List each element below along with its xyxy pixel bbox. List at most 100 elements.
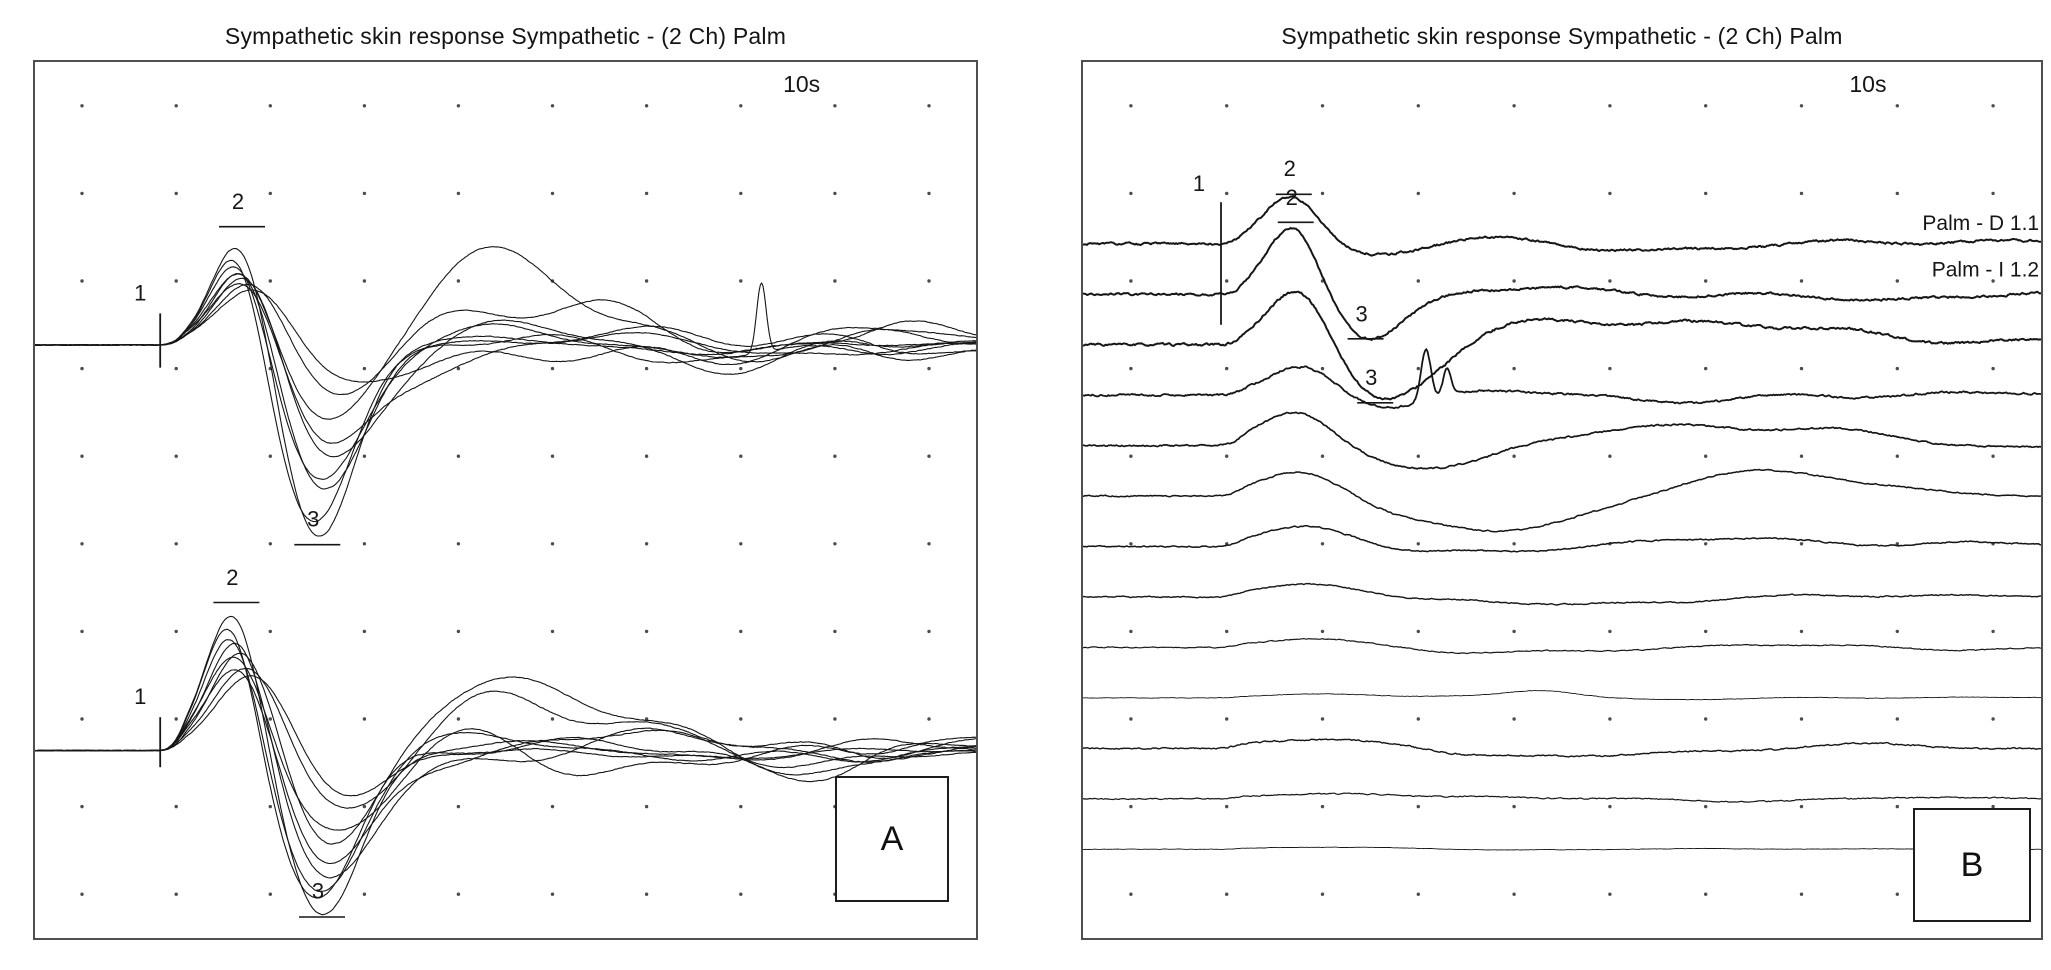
grid-dot [362,279,367,283]
grid-dot [1320,104,1325,108]
grid-dot [1416,892,1420,896]
grid-dot [268,279,272,283]
panel-a-letter: A [880,819,904,858]
ssr-trace [35,289,976,383]
grid-dot [1416,542,1420,546]
grid-dot [927,454,931,458]
grid-dot [1895,629,1899,634]
grid-dot [1129,191,1133,196]
grid-dot [1129,804,1133,809]
grid-dot [1320,717,1325,721]
grid-dot [80,804,84,809]
grid-dot [80,191,84,196]
grid-dot [1225,279,1229,283]
grid-dot [1608,366,1612,371]
grid-dot [268,892,272,896]
ssr-trace [35,669,976,865]
grid-dot [927,279,931,283]
grid-dot [1895,804,1899,809]
grid-dot [1991,104,1995,108]
ssr-trace [35,283,976,444]
grid-dot [80,542,84,546]
grid-dot [1799,104,1804,108]
grid-dot [456,892,461,896]
panel-a-svg: 1 2 3 1 2 3 10s [35,71,976,918]
grid-dot [1225,104,1229,108]
grid-dot [739,892,743,896]
grid-dot [174,104,178,108]
grid-dot [1608,629,1612,634]
grid-dot [644,279,649,283]
grid-dot [1416,454,1420,458]
grid-dot [456,542,461,546]
grid-dot [362,717,367,721]
ssr-trace [35,247,976,537]
grid-dot [550,542,555,546]
grid-dot [833,104,837,108]
grid-dot [550,717,555,721]
grid-dot [644,104,649,108]
grid-dot [1416,366,1420,371]
grid-dot [362,629,367,634]
grid-dot [550,104,555,108]
ssr-trace [35,246,976,420]
grid-dot [1608,191,1612,196]
ssr-trace [1083,638,2041,655]
grid-dot [1704,454,1708,458]
grid-dot [174,454,178,458]
panel-a-letter-box: A [835,776,949,902]
panel-b-letter-box: B [1913,808,2031,922]
ssr-trace [1083,792,2041,803]
figure-panel-b: Sympathetic skin response Sympathetic - … [1081,12,2043,940]
grid-dot [644,454,649,458]
latency-marker-label: 2 [1286,185,1298,210]
grid-dot [739,542,743,546]
grid-dot [362,542,367,546]
grid-dot [550,366,555,371]
grid-dot [1799,629,1804,634]
ssr-trace [1083,846,2041,851]
grid-dot [456,279,461,283]
panel-b-title: Sympathetic skin response Sympathetic - … [1281,22,1843,49]
latency-marker-label: 1 [1193,171,1205,196]
grid-dot [268,804,272,809]
grid-dot [1895,279,1899,283]
ssr-trace [1083,195,2041,257]
grid-dot [1991,454,1995,458]
grid-dot [174,279,178,283]
grid-dot [1129,454,1133,458]
grid-dot [833,629,837,634]
grid-dot [1416,717,1420,721]
grid-dot [174,717,178,721]
grid-dot [1129,279,1133,283]
panel-b-plot-area: 1 2 2 3 3 10s Palm - D 1.1 Palm - I 1.2 B [1081,60,2043,940]
grid-dot [1608,454,1612,458]
grid-dot [1608,717,1612,721]
ssr-trace [1083,227,2041,341]
trace-label: Palm - I 1.2 [1932,259,2039,282]
ssr-trace [35,639,976,893]
ssr-trace [35,667,976,809]
panel-a-plot-area: 1 2 3 1 2 3 10s A [33,60,978,940]
grid-dot [1704,542,1708,546]
grid-dot [80,279,84,283]
ssr-trace [1083,582,2041,606]
grid-dot [1704,629,1708,634]
grid-dot [644,191,649,196]
grid-dot [1799,454,1804,458]
panel-b-svg: 1 2 2 3 3 10s Palm - D 1.1 Palm - I 1.2 [1083,71,2041,896]
grid-dot [1895,892,1899,896]
grid-dot [1608,104,1612,108]
grid-dot [550,804,555,809]
grid-dot [550,629,555,634]
grid-dot [1512,454,1516,458]
grid-dot [268,454,272,458]
grid-dot [1225,892,1229,896]
ssr-trace [1083,290,2041,401]
grid-dot [174,892,178,896]
grid-dot [1512,629,1516,634]
grid-dot [268,104,272,108]
grid-dot [739,366,743,371]
grid-dot [927,717,931,721]
grid-dot [1704,104,1708,108]
